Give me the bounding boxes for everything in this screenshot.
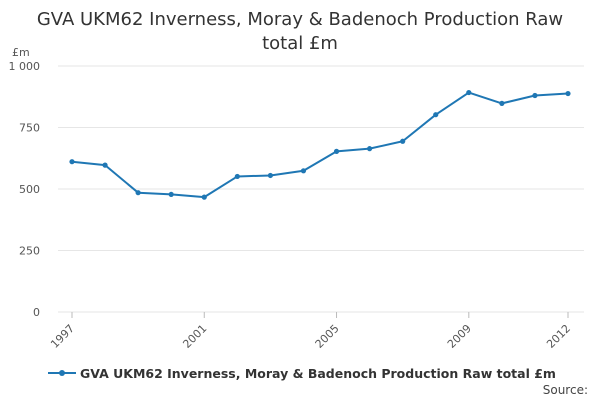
data-point (69, 159, 75, 165)
legend-marker-icon (48, 367, 76, 379)
axes: 0 250 500 750 1 000£m 1997 2001 2005 2009 2012 (9, 46, 574, 351)
x-tick-label: 2001 (180, 322, 209, 351)
x-tick-label: 2005 (313, 322, 342, 351)
chart-title: GVA UKM62 Inverness, Moray & Badenoch Pr… (0, 8, 600, 56)
series-line (71, 91, 569, 199)
data-point (234, 173, 240, 180)
y-tick-label: 250 (19, 245, 40, 258)
data-point (168, 191, 174, 198)
data-point (300, 168, 307, 174)
data-point (367, 146, 373, 152)
data-point (532, 92, 538, 99)
chart-title-line-1: GVA UKM62 Inverness, Moray & Badenoch Pr… (36, 9, 564, 30)
y-tick-label: 1 000 (9, 60, 41, 73)
legend-label: GVA UKM62 Inverness, Moray & Badenoch Pr… (80, 365, 556, 381)
x-tick-label: 2012 (544, 322, 573, 351)
x-tick-label: 2009 (445, 322, 474, 351)
y-tick-label: 0 (33, 306, 40, 319)
y-tick-label: 500 (19, 183, 40, 196)
y-tick-label: 750 (19, 122, 40, 135)
legend[interactable]: GVA UKM62 Inverness, Moray & Badenoch Pr… (48, 364, 556, 382)
data-point (267, 172, 273, 179)
data-point (433, 112, 439, 118)
data-point (135, 190, 141, 196)
data-point (400, 138, 406, 144)
series-layer (69, 89, 571, 200)
data-point (201, 194, 207, 200)
data-point (102, 162, 108, 168)
chart-title-line-2: total £m (262, 33, 338, 54)
source-label: Source: (542, 383, 588, 397)
gridlines (58, 65, 584, 313)
data-point (333, 148, 340, 154)
y-axis-label: £m (12, 46, 30, 59)
data-point (466, 89, 472, 96)
x-tick-label: 1997 (48, 322, 77, 351)
data-point (499, 100, 505, 106)
data-point (565, 90, 571, 97)
